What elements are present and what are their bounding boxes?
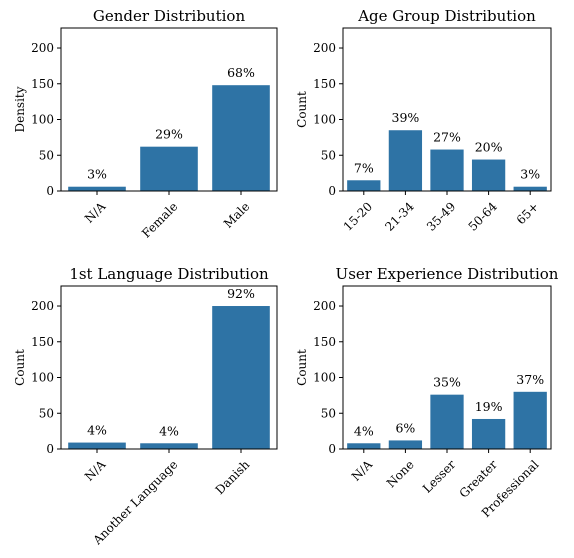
axes-frame	[60, 27, 278, 192]
bar-value-label: 4%	[354, 423, 374, 438]
bar-2	[388, 130, 423, 191]
y-tick-label: 50	[39, 406, 54, 420]
bar-value-label: 37%	[516, 372, 544, 387]
bar-value-label: 35%	[433, 375, 461, 390]
bar-value-label: 68%	[227, 65, 255, 80]
bar-1	[68, 186, 126, 191]
bar-3	[430, 394, 464, 449]
y-tick-label: 50	[39, 148, 54, 162]
bar-5	[513, 391, 547, 449]
bar-3	[212, 306, 270, 449]
y-tick-label: 200	[313, 299, 336, 313]
bar-value-label: 6%	[395, 420, 415, 435]
y-tick-label: 150	[31, 77, 54, 91]
y-tick-label: 0	[46, 442, 54, 456]
chart-title: Age Group Distribution	[357, 7, 536, 25]
y-tick-label: 200	[31, 41, 54, 55]
y-axis-label: Count	[13, 349, 27, 386]
bar-value-label: 39%	[392, 110, 420, 125]
y-tick-label: 200	[31, 299, 54, 313]
y-axis-label: Count	[295, 349, 309, 386]
y-tick-label: 150	[313, 77, 336, 91]
bar-5	[513, 186, 547, 191]
chart-title: Gender Distribution	[93, 7, 246, 25]
y-tick-label: 0	[328, 442, 336, 456]
bar-value-label: 3%	[520, 167, 540, 182]
bar-value-label: 3%	[87, 167, 107, 182]
y-tick-label: 0	[46, 184, 54, 198]
y-tick-label: 100	[31, 113, 54, 127]
y-tick-label: 100	[313, 371, 336, 385]
bar-3	[430, 149, 464, 191]
bar-value-label: 20%	[475, 140, 503, 155]
y-tick-label: 150	[313, 335, 336, 349]
chart-title: 1st Language Distribution	[69, 265, 269, 283]
bar-value-label: 4%	[159, 423, 179, 438]
y-axis-label: Density	[13, 86, 27, 132]
bar-value-label: 27%	[433, 130, 461, 145]
chart-title: User Experience Distribution	[336, 265, 559, 283]
axes-frame	[342, 27, 552, 192]
bar-2	[388, 440, 423, 449]
bar-value-label: 29%	[155, 127, 183, 142]
y-tick-label: 150	[31, 335, 54, 349]
bar-1	[347, 180, 381, 191]
y-tick-label: 200	[313, 41, 336, 55]
bar-4	[471, 159, 506, 191]
bar-value-label: 19%	[475, 399, 503, 414]
bar-value-label: 92%	[227, 286, 255, 301]
bar-1	[68, 442, 126, 449]
y-axis-label: Count	[295, 91, 309, 128]
bar-3	[212, 85, 270, 191]
y-tick-label: 50	[321, 148, 336, 162]
bar-value-label: 7%	[354, 160, 374, 175]
axes-frame	[60, 285, 278, 450]
bar-4	[471, 418, 506, 449]
y-tick-label: 50	[321, 406, 336, 420]
bar-1	[347, 443, 381, 449]
y-tick-label: 100	[313, 113, 336, 127]
y-tick-label: 0	[328, 184, 336, 198]
bar-value-label: 4%	[87, 423, 107, 438]
bar-2	[140, 146, 198, 191]
y-tick-label: 100	[31, 371, 54, 385]
axes-frame	[342, 285, 552, 450]
bar-2	[140, 443, 198, 449]
